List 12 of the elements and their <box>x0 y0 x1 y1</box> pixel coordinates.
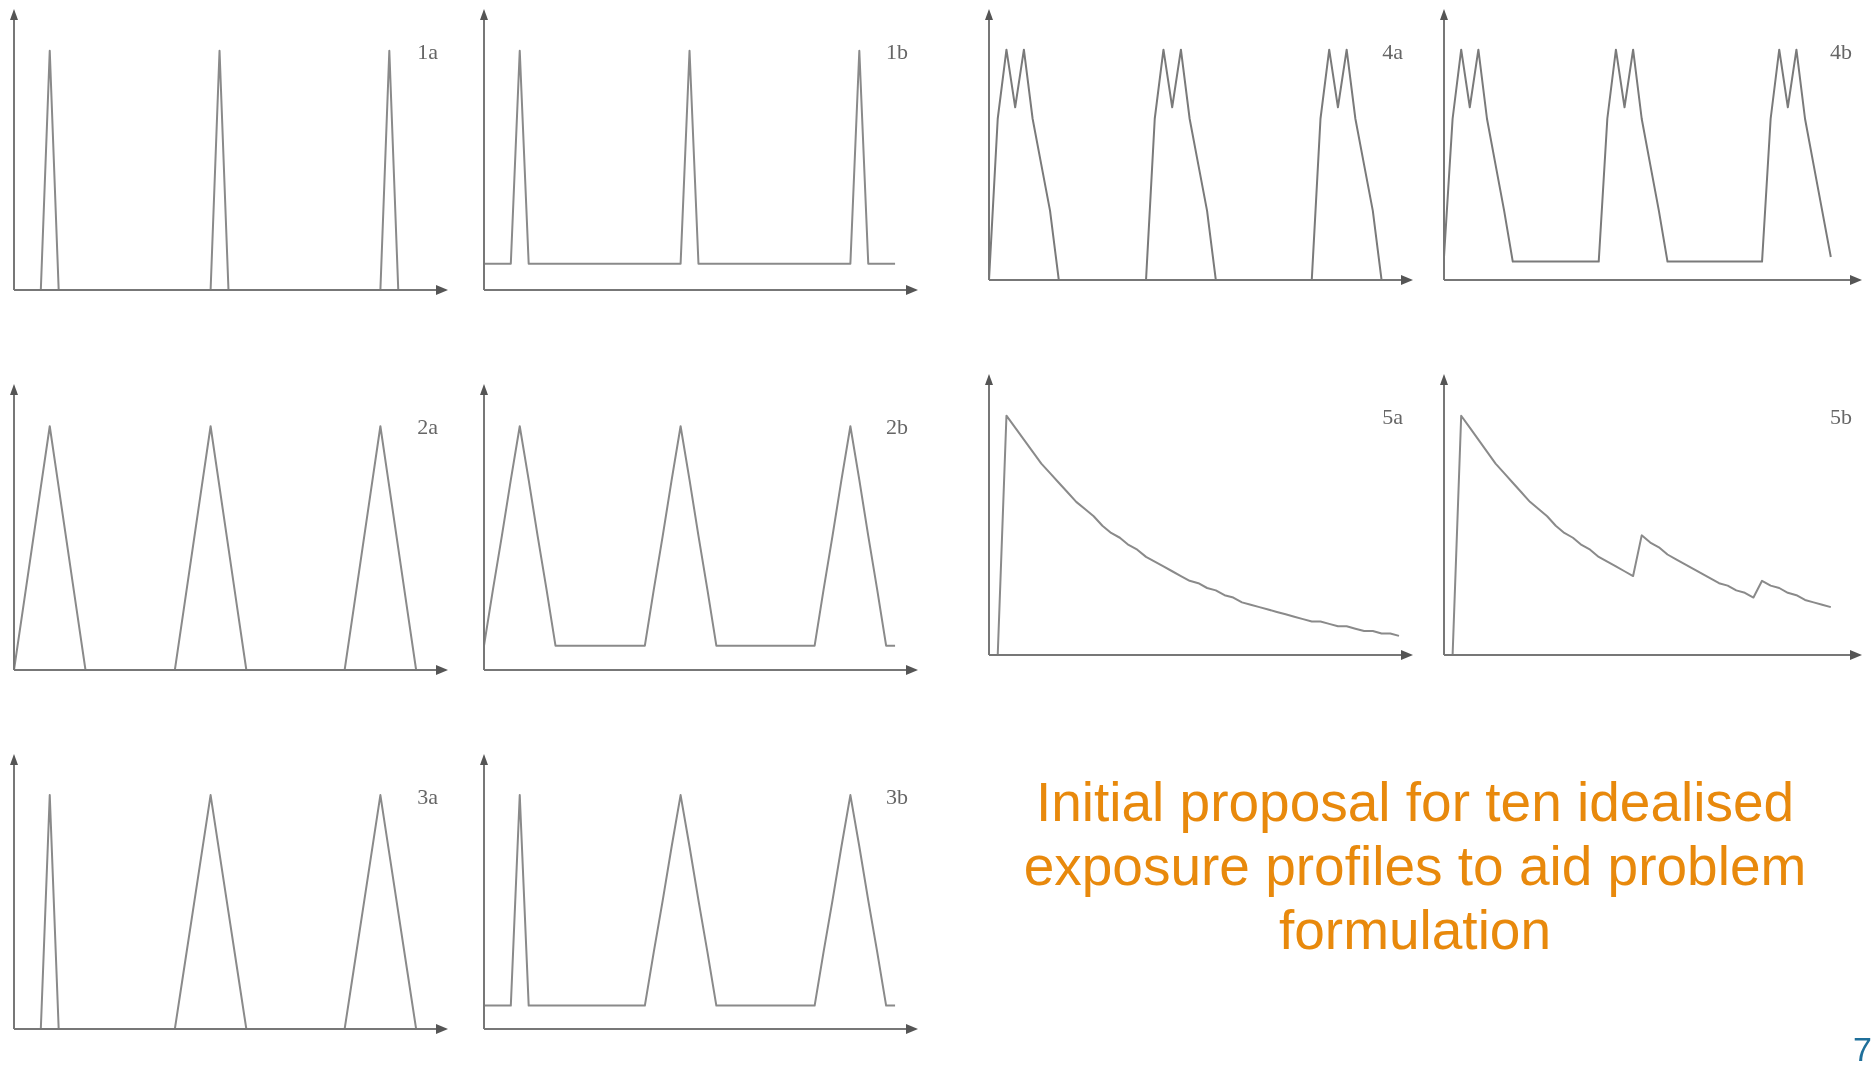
chart-title: 2b <box>886 413 908 439</box>
chart-title: 3a <box>417 783 439 809</box>
chart-title: 1b <box>886 38 908 64</box>
chart-title: 2a <box>417 413 439 439</box>
text: Initial proposal for ten idealised exposure profiles to aid problem formulation <box>1022 770 1808 962</box>
chart-title: 5b <box>1830 403 1852 429</box>
chart-title: 4b <box>1830 38 1852 64</box>
chart-title: 4a <box>1382 38 1404 64</box>
chart-title: 1a <box>417 38 439 64</box>
chart-title: 3b <box>886 783 908 809</box>
text: 7 <box>1853 1030 1872 1069</box>
chart-title: 5a <box>1382 403 1404 429</box>
